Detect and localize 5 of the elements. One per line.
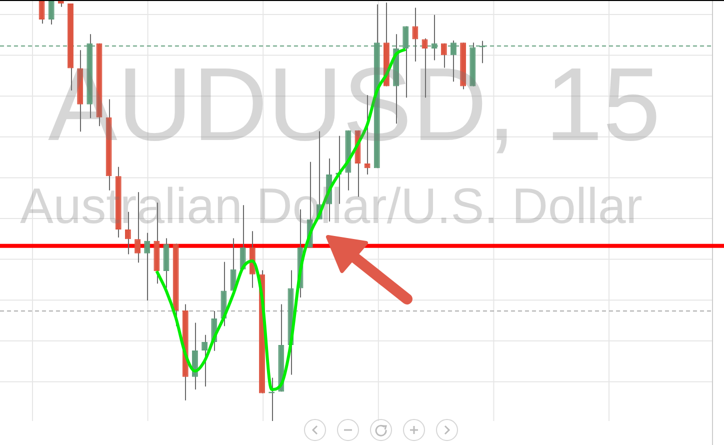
candlestick xyxy=(412,7,418,62)
candlestick xyxy=(202,334,208,388)
candlestick xyxy=(48,1,54,26)
candlestick xyxy=(38,1,45,24)
candlestick xyxy=(144,232,150,301)
